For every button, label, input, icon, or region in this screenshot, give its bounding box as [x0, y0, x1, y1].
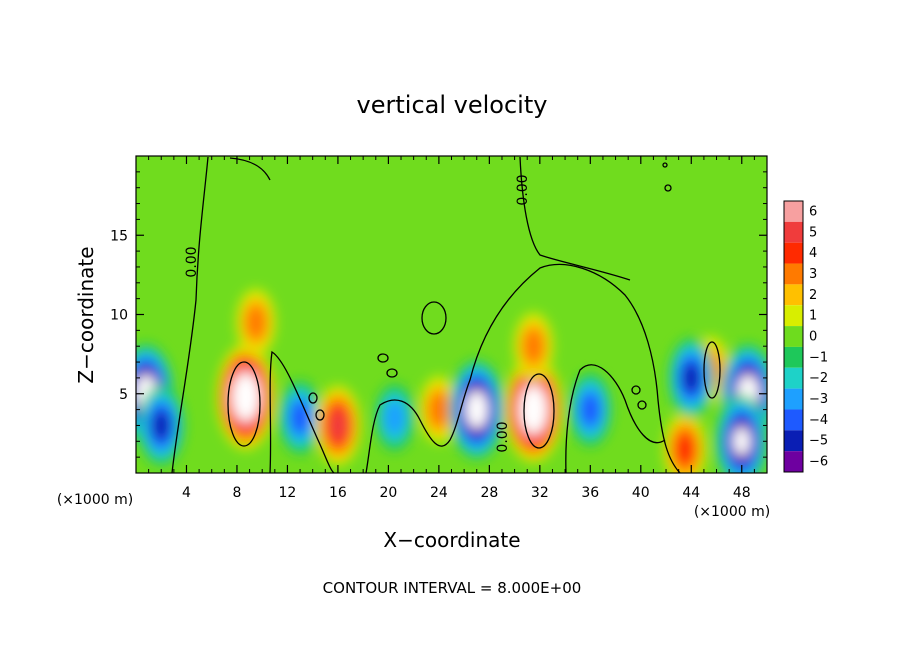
x-tick-label: 48 — [733, 485, 751, 501]
x-units-label-right: (×1000 m) — [694, 504, 770, 520]
contour-line — [377, 353, 389, 363]
contour-line — [365, 263, 681, 473]
colorbar-swatch — [784, 305, 803, 327]
x-tick-label: 24 — [430, 485, 448, 501]
contour-label: 0.00 — [184, 246, 200, 277]
x-axis-title: X−coordinate — [383, 528, 520, 552]
contour-line — [386, 368, 398, 378]
x-tick-label: 16 — [329, 485, 347, 501]
colorbar-label: 0 — [809, 330, 817, 345]
x-tick-label: 20 — [379, 485, 397, 501]
colorbar-frame — [783, 200, 804, 473]
colorbar-swatch — [784, 284, 803, 306]
x-tick-label: 36 — [581, 485, 599, 501]
colorbar-swatch — [784, 367, 803, 389]
y-tick-label: 15 — [110, 228, 128, 244]
colorbar-label: 2 — [809, 288, 817, 303]
contour-line — [229, 157, 271, 181]
contour-line — [565, 364, 666, 473]
y-axis-title: Z−coordinate — [74, 246, 98, 383]
contour-line — [664, 184, 672, 192]
x-tick-label: 44 — [682, 485, 700, 501]
colorbar-label: −3 — [809, 392, 828, 407]
x-units-label: (×1000 m) — [57, 492, 133, 508]
colorbar-label: −1 — [809, 350, 828, 365]
colorbar-label: 1 — [809, 309, 817, 324]
contour-line — [308, 392, 318, 404]
x-tick-label: 12 — [279, 485, 297, 501]
x-tick-label: 40 — [632, 485, 650, 501]
heatmap-cell — [245, 304, 267, 341]
colorbar-label: 4 — [809, 246, 817, 261]
y-axis: 5 10 15 — [110, 171, 767, 458]
colorbar-label: 3 — [809, 267, 817, 282]
heatmap-cell — [428, 391, 450, 428]
colorbar-swatch — [784, 326, 803, 347]
heatmap-cell — [580, 393, 601, 426]
heatmap-cell — [237, 383, 254, 411]
contour-line — [171, 156, 209, 473]
contour-line — [315, 409, 325, 421]
x-tick-label: 4 — [182, 485, 191, 501]
colorbar-swatch — [784, 221, 803, 243]
heatmap-cell — [675, 432, 695, 466]
heatmap-cell — [328, 410, 348, 441]
colorbar-swatch — [784, 388, 803, 410]
heatmap-field — [136, 288, 767, 473]
colorbar-label: 6 — [809, 204, 817, 219]
x-axis: 4 8 12 16 20 24 28 32 36 40 44 48 — [148, 156, 755, 501]
contour-line — [227, 361, 261, 447]
colorbar-swatch — [784, 346, 803, 368]
x-tick-label: 32 — [531, 485, 549, 501]
colorbar-label: −2 — [809, 371, 828, 386]
heatmap-cell — [290, 401, 310, 434]
colorbar: 6 5 4 3 2 1 0 −1 −2 −3 −4 −5 −6 — [783, 200, 828, 473]
colorbar-label: −4 — [809, 413, 828, 428]
contour-line — [703, 341, 721, 399]
y-tick-label: 5 — [119, 387, 128, 403]
colorbar-label: 5 — [809, 225, 817, 240]
colorbar-label: −6 — [809, 455, 828, 470]
heatmap-cell — [468, 395, 485, 424]
contour-line — [421, 301, 447, 335]
colorbar-swatch — [784, 430, 803, 452]
y-tick-label: 10 — [110, 308, 128, 324]
contour-label: 0.00 — [495, 421, 511, 452]
contour-line — [637, 400, 647, 410]
contour-line — [631, 385, 641, 395]
contour-label: 0.00 — [515, 174, 531, 205]
colorbar-swatch — [784, 409, 803, 431]
colorbar-swatch — [784, 201, 803, 222]
contour-line — [519, 156, 631, 281]
colorbar-label: −5 — [809, 434, 828, 449]
heatmap-cell — [733, 427, 751, 456]
contour-line — [269, 350, 335, 473]
heatmap-cell — [682, 362, 701, 394]
heatmap-cell — [152, 410, 171, 441]
contour-line — [523, 373, 555, 449]
colorbar-swatch — [784, 242, 803, 264]
x-tick-label: 28 — [480, 485, 498, 501]
colorbar-swatch — [784, 451, 803, 472]
heatmap-cell — [525, 396, 542, 423]
zero-contours — [171, 156, 721, 473]
heatmap-cell — [384, 399, 406, 436]
contour-interval-note: CONTOUR INTERVAL = 8.000E+00 — [323, 579, 582, 597]
x-tick-label: 8 — [232, 485, 241, 501]
colorbar-swatch — [784, 263, 803, 285]
contour-line — [662, 162, 668, 168]
chart-title: vertical velocity — [357, 91, 548, 119]
plot-area: 0.00 0.00 0.00 — [136, 156, 767, 473]
heatmap-cell — [522, 328, 545, 365]
